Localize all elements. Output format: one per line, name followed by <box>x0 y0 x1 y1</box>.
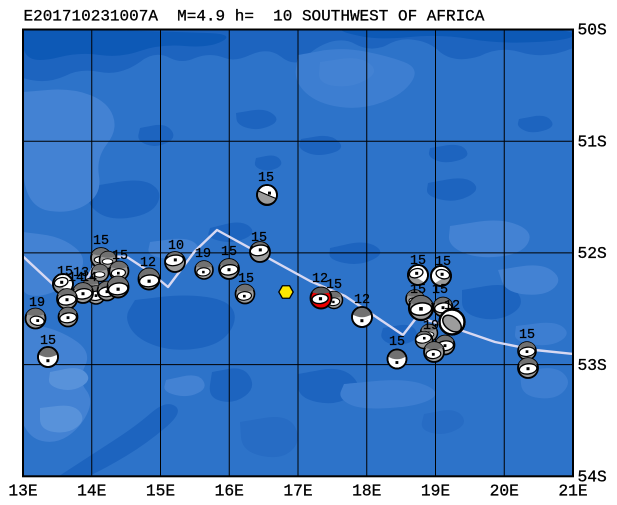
svg-text:15: 15 <box>435 255 451 270</box>
svg-text:15: 15 <box>112 249 128 264</box>
svg-text:15E: 15E <box>146 482 175 501</box>
svg-text:54S: 54S <box>578 468 607 487</box>
svg-text:18E: 18E <box>352 482 381 501</box>
svg-text:21E: 21E <box>558 482 587 501</box>
svg-text:19E: 19E <box>421 482 450 501</box>
svg-text:12: 12 <box>444 299 460 314</box>
svg-text:53S: 53S <box>578 356 607 375</box>
svg-text:15: 15 <box>93 234 109 249</box>
svg-text:14: 14 <box>68 271 84 286</box>
svg-text:19: 19 <box>29 296 45 311</box>
svg-text:14E: 14E <box>77 482 106 501</box>
svg-text:15: 15 <box>410 283 426 298</box>
svg-text:15: 15 <box>238 272 254 287</box>
svg-text:15: 15 <box>258 171 274 186</box>
svg-text:15: 15 <box>519 328 535 343</box>
svg-text:15: 15 <box>40 334 56 349</box>
svg-text:12: 12 <box>140 256 156 271</box>
svg-text:15: 15 <box>326 278 342 293</box>
svg-text:12: 12 <box>312 272 328 287</box>
svg-text:14: 14 <box>81 271 97 286</box>
svg-text:13E: 13E <box>8 482 37 501</box>
svg-text:10: 10 <box>168 239 184 254</box>
svg-text:17E: 17E <box>283 482 312 501</box>
svg-text:E201710231007A M=4.9 h= 10 S: E201710231007A M=4.9 h= 10 SOUTHWEST OF … <box>24 8 485 26</box>
svg-text:13: 13 <box>73 266 89 281</box>
svg-text:15: 15 <box>57 265 73 280</box>
svg-text:12: 12 <box>354 293 370 308</box>
svg-text:15: 15 <box>221 245 237 260</box>
svg-text:15: 15 <box>251 231 267 246</box>
svg-text:52S: 52S <box>578 244 607 263</box>
svg-text:15: 15 <box>410 254 426 269</box>
svg-text:16E: 16E <box>215 482 244 501</box>
svg-text:19: 19 <box>423 319 439 334</box>
svg-text:20E: 20E <box>490 482 519 501</box>
svg-text:51S: 51S <box>578 132 607 151</box>
svg-text:15: 15 <box>389 335 405 350</box>
svg-text:19: 19 <box>195 247 211 262</box>
svg-text:50S: 50S <box>578 21 607 40</box>
svg-text:15: 15 <box>432 283 448 298</box>
